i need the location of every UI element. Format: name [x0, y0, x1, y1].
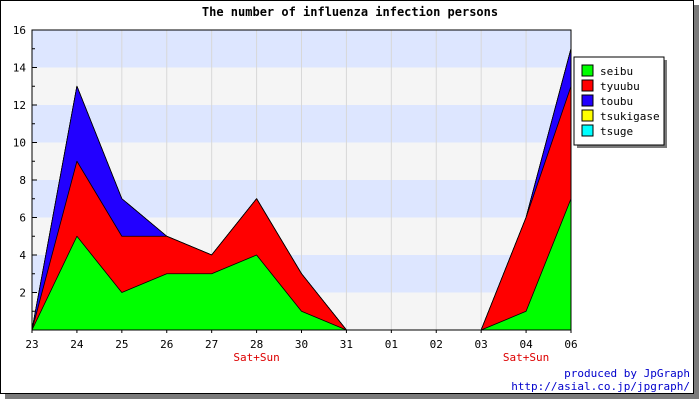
- x-tick-label: 28: [250, 338, 263, 351]
- x-note-label: Sat+Sun: [503, 351, 549, 364]
- legend-label-tsuge: tsuge: [600, 125, 633, 138]
- chart-title: The number of influenza infection person…: [202, 5, 498, 19]
- x-tick-label: 03: [475, 338, 488, 351]
- y-tick-label: 8: [19, 174, 26, 187]
- x-tick-label: 06: [564, 338, 577, 351]
- x-tick-label: 25: [115, 338, 128, 351]
- x-tick-label: 31: [340, 338, 353, 351]
- x-tick-label: 02: [430, 338, 443, 351]
- credit-url: http://asial.co.jp/jpgraph/: [511, 380, 690, 393]
- y-tick-label: 4: [19, 249, 26, 262]
- x-tick-label: 01: [385, 338, 398, 351]
- y-tick-label: 10: [13, 137, 26, 150]
- y-tick-label: 12: [13, 99, 26, 112]
- legend-swatch-tyuubu: [581, 79, 594, 92]
- legend-swatch-tsuge: [581, 124, 594, 137]
- y-tick-label: 16: [13, 24, 26, 37]
- x-tick-label: 30: [295, 338, 308, 351]
- x-tick-label: 24: [70, 338, 84, 351]
- legend-swatch-seibu: [581, 64, 594, 77]
- x-tick-label: 23: [25, 338, 38, 351]
- x-tick-label: 26: [160, 338, 173, 351]
- y-tick-label: 6: [19, 212, 26, 225]
- legend-label-seibu: seibu: [600, 65, 633, 78]
- legend-label-tyuubu: tyuubu: [600, 80, 640, 93]
- legend-swatch-tsukigase: [581, 109, 594, 122]
- legend-label-tsukigase: tsukigase: [600, 110, 660, 123]
- y-tick-label: 14: [13, 62, 27, 75]
- x-tick-label: 27: [205, 338, 218, 351]
- legend-label-toubu: toubu: [600, 95, 633, 108]
- legend-swatch-toubu: [581, 94, 594, 107]
- x-note-label: Sat+Sun: [233, 351, 279, 364]
- y-tick-label: 2: [19, 287, 26, 300]
- x-tick-label: 04: [519, 338, 533, 351]
- credit-text: produced by JpGraph: [564, 367, 690, 380]
